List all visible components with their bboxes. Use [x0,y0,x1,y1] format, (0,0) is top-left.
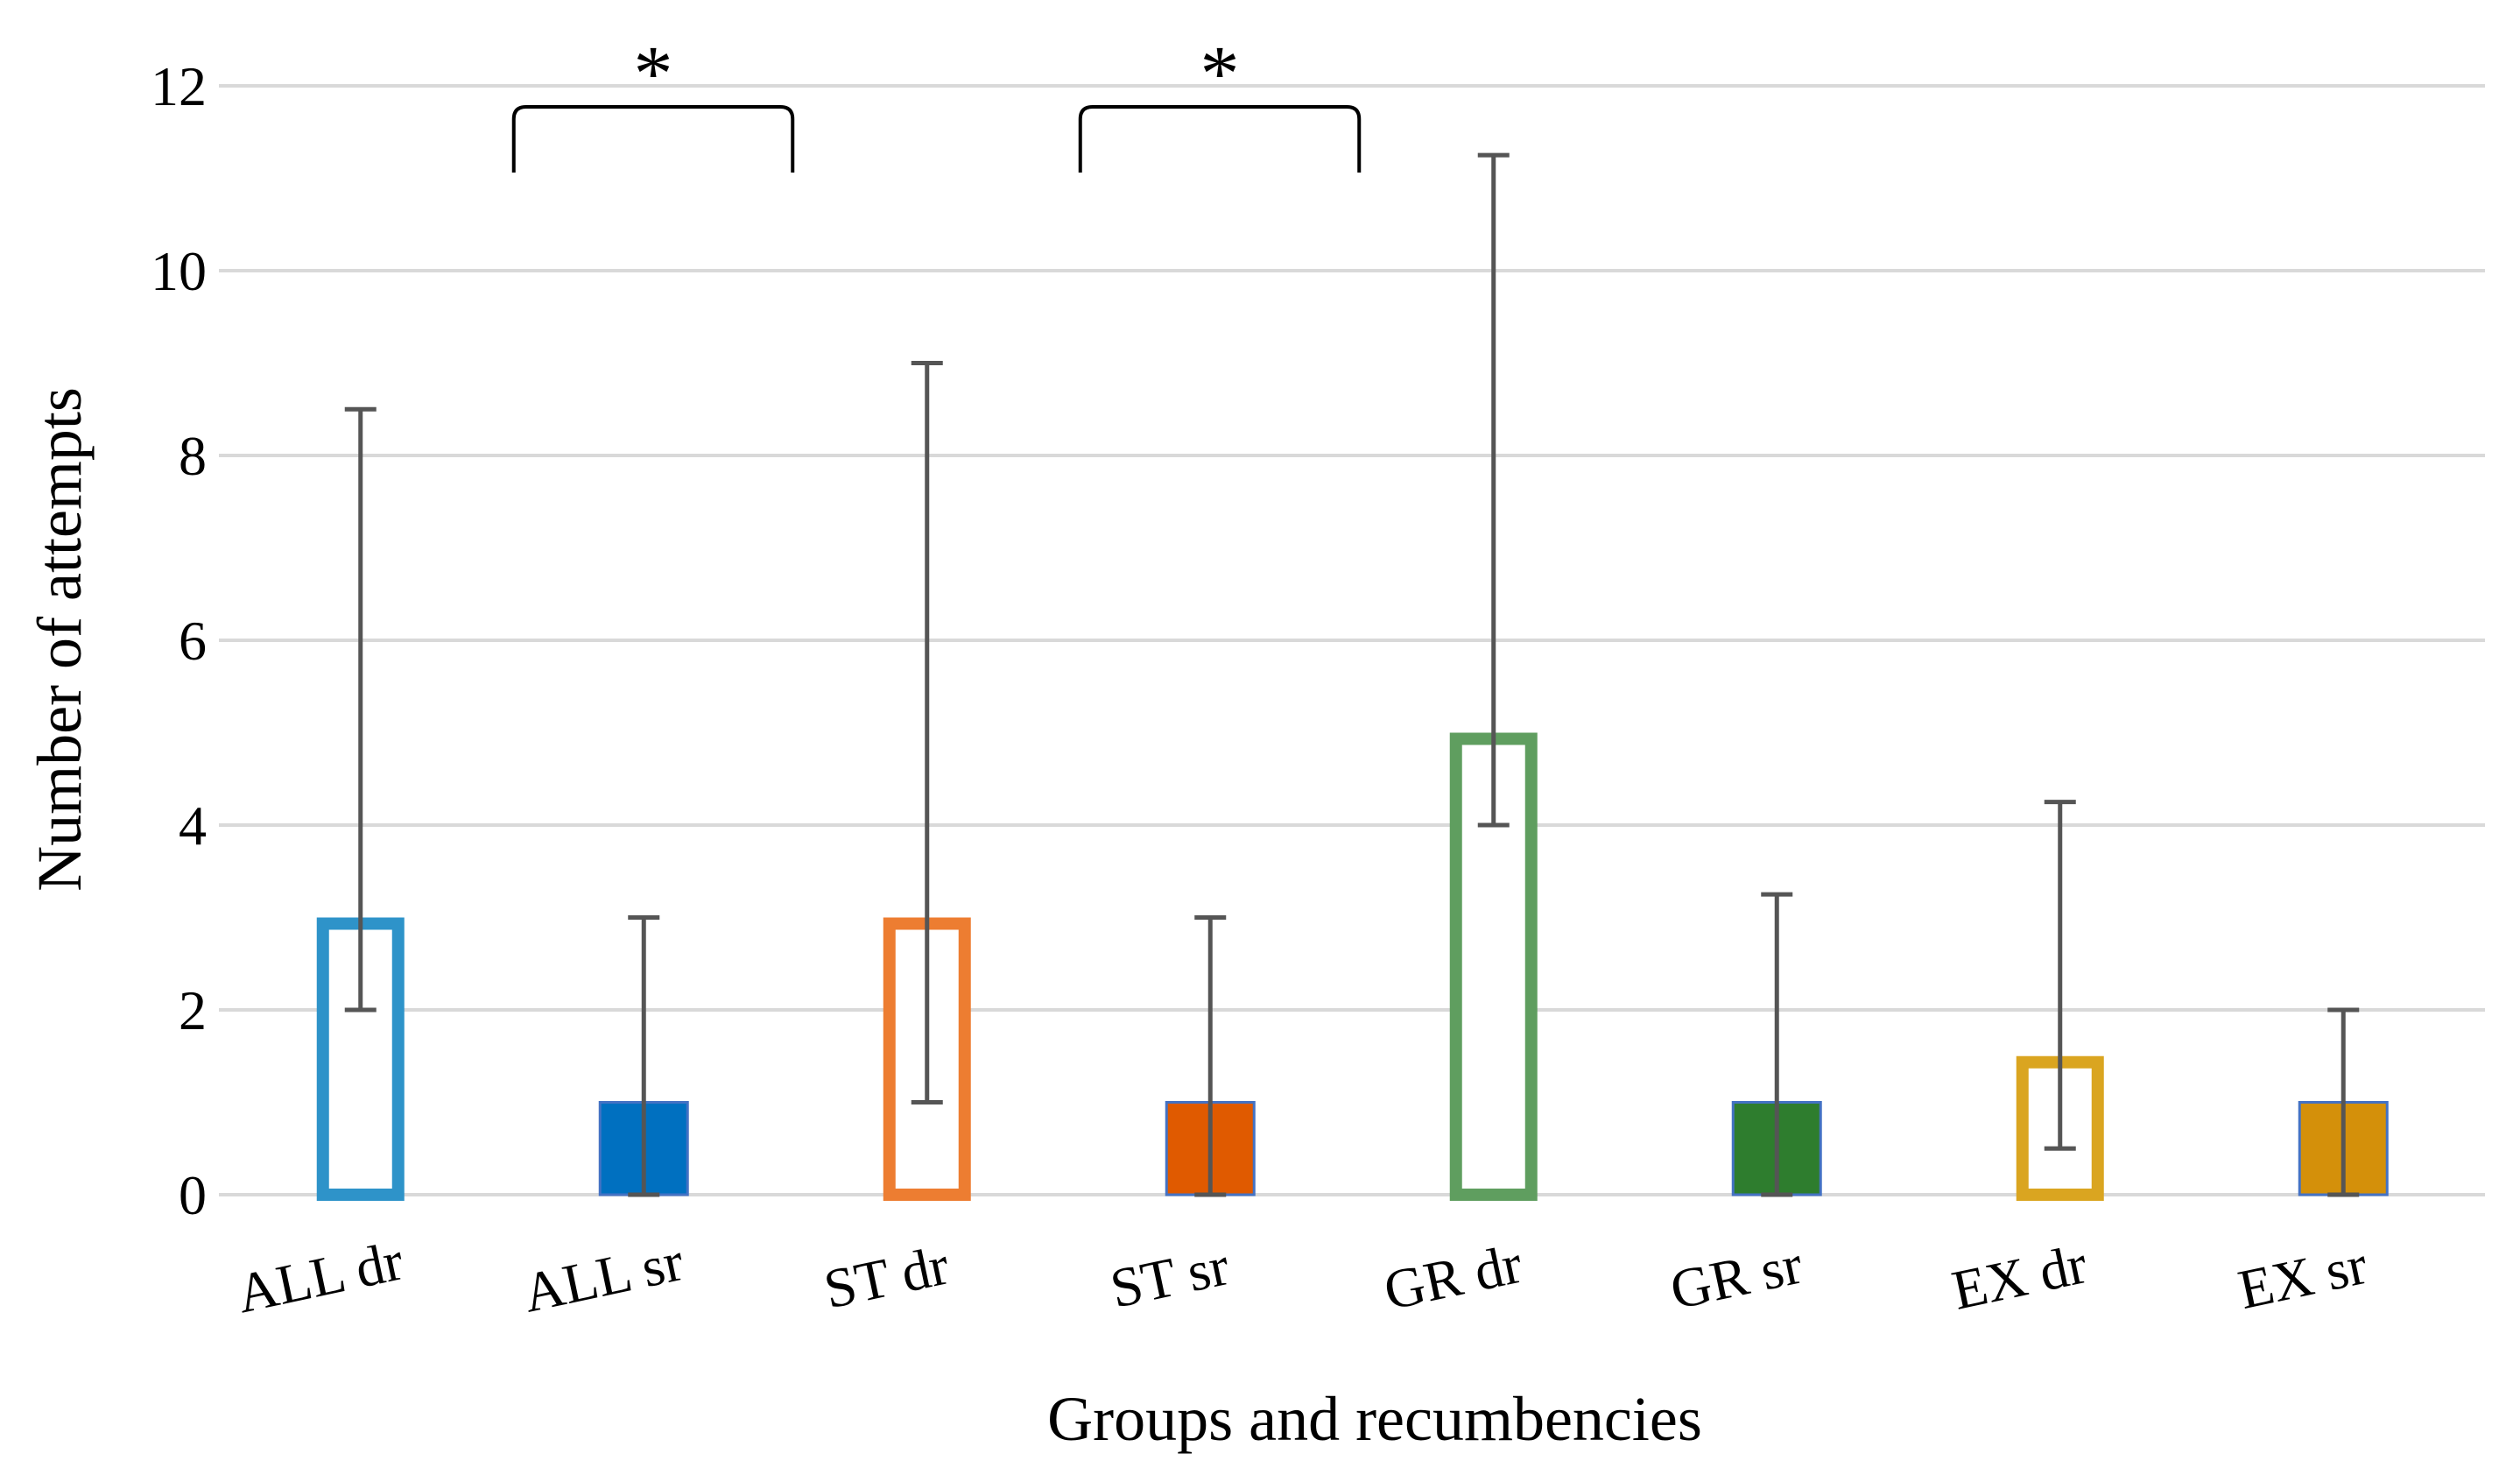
error-bar [2044,800,2076,1151]
significance-bracket: * [511,31,795,173]
y-tick-label: 12 [151,55,207,117]
significance-brackets: * * [511,31,1362,173]
gridlines [219,84,2485,1196]
x-tick-label: EX sr [2233,1233,2372,1321]
x-tick-label: ALL dr [231,1229,408,1324]
x-tick-label: ST sr [1105,1234,1235,1320]
error-bar [2327,1007,2360,1197]
x-axis-title: Groups and recumbencies [1047,1384,1702,1454]
x-tick-label: GR sr [1665,1233,1807,1322]
error-bar [1477,152,1510,828]
significance-label: * [1200,31,1240,117]
error-bar [344,406,377,1013]
y-axis-ticks: 0 2 4 6 8 10 12 [151,55,207,1226]
error-bars [344,152,2360,1197]
error-bar [1194,915,1227,1197]
significance-label: * [634,31,673,117]
y-tick-label: 10 [151,240,207,302]
y-tick-label: 0 [179,1164,207,1226]
y-tick-label: 8 [179,425,207,487]
error-bar [1761,892,1793,1197]
y-tick-label: 2 [179,979,207,1041]
y-tick-label: 6 [179,610,207,672]
y-tick-label: 4 [179,794,207,857]
error-bar [911,361,943,1104]
bars [316,732,2389,1201]
x-tick-label: GR dr [1379,1232,1528,1322]
x-tick-label: ST dr [819,1233,954,1320]
x-axis-ticks: ALL dr ALL sr ST dr ST sr GR dr GR sr EX dr EX … [231,1229,2372,1324]
significance-bracket: * [1078,31,1362,173]
y-axis-title: Number of attempts [25,387,95,892]
error-bar [628,915,660,1197]
x-tick-label: EX dr [1946,1232,2092,1322]
x-tick-label: ALL sr [517,1230,688,1324]
